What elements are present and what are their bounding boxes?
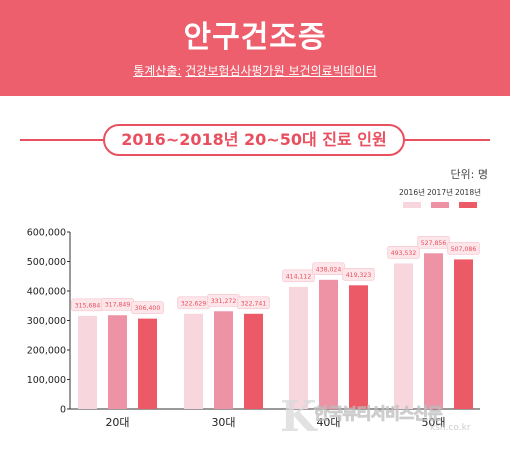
data-label-box [237,296,270,310]
data-label: 315,684 [75,302,101,309]
y-tick-label: 500,000 [27,257,66,268]
bar-30대-2018년 [244,313,263,409]
chart-title-pill: 2016~2018년 20~50대 진료 인원 [103,124,405,156]
data-label-box [131,301,164,314]
data-label-box [282,269,315,283]
source-note: 통계산출: 건강보험심사평가원 보건의료빅데이터 [0,62,510,79]
y-tick-label: 200,000 [27,346,66,357]
legend-swatch [459,202,477,208]
data-label: 331,272 [211,298,237,305]
data-label-box [387,246,420,259]
data-label: 438,024 [316,266,342,273]
data-label: 419,323 [346,272,372,279]
y-tick-label: 100,000 [27,375,66,386]
y-tick-label: 400,000 [27,287,66,298]
unit-label: 단위: 명 [450,168,488,181]
data-label: 507,086 [451,246,477,253]
legend-label: 2016년 [399,187,425,197]
y-tick-label: 600,000 [27,228,66,239]
x-tick-label: 20대 [105,416,129,429]
source-text: 건강보험심사평가원 보건의료빅데이터 [185,64,377,78]
data-label: 527,856 [421,240,447,247]
bar-20대-2016년 [78,315,97,409]
header-banner: 안구건조증 통계산출: 건강보험심사평가원 보건의료빅데이터 [0,0,510,96]
bar-chart: 0 100,000 200,000 300,000 400,000 500,000 600,… [27,187,481,429]
bar-50대-2016년 [394,263,413,409]
bar-20대-2018년 [138,318,157,409]
legend-label: 2017년 [427,187,453,197]
source-label: 통계산출: [133,64,182,78]
x-tick-label: 40대 [316,416,340,429]
data-label-box [342,268,375,281]
bar-50대-2018년 [454,259,473,409]
x-tick-label: 30대 [211,416,235,429]
bar-40대-2016년 [289,286,308,409]
legend-label: 2018년 [455,187,481,197]
legend-swatch [403,202,421,208]
legend-swatch [431,202,449,208]
watermark-logo-icon: K [280,392,317,441]
data-label-box [447,242,480,255]
y-tick-label: 0 [60,405,66,416]
data-label: 414,112 [286,273,312,280]
data-label: 322,741 [241,300,267,307]
bar-40대-2018년 [349,285,368,409]
data-label: 322,629 [181,300,207,307]
page-title: 안구건조증 [183,20,327,55]
data-label: 493,532 [391,250,417,257]
bar-40대-2017년 [319,279,338,409]
watermark-url: ksn.co.kr [430,423,471,433]
data-label: 317,849 [105,302,131,309]
watermark-text: 한국뷰티서비스신문 [314,404,443,424]
bar-30대-2017년 [214,311,233,409]
x-tick-label: 50대 [421,416,445,429]
data-label: 306,400 [135,305,161,312]
bar-30대-2016년 [184,313,203,409]
bar-20대-2017년 [108,315,127,409]
y-tick-label: 300,000 [27,316,66,327]
bar-50대-2017년 [424,253,443,409]
watermark: K 한국뷰티서비스신문 ksn.co.kr [280,392,510,442]
